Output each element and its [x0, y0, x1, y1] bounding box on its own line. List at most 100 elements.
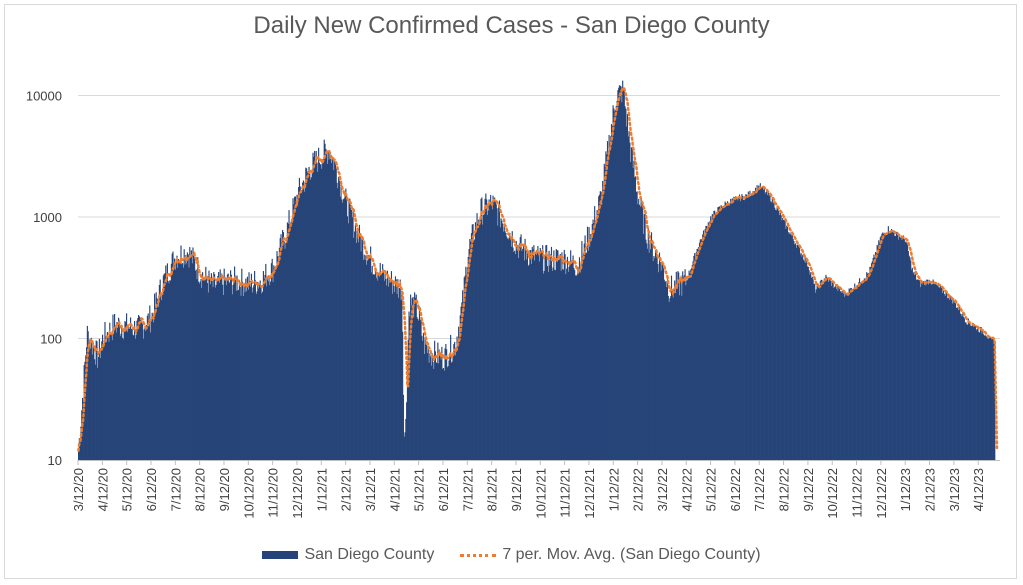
bar [355, 242, 357, 460]
bar [430, 356, 432, 460]
bar [108, 341, 110, 460]
bar [140, 320, 142, 460]
bar [890, 228, 893, 460]
bar [666, 279, 669, 460]
bar [973, 324, 975, 460]
bar [465, 266, 467, 460]
bar [389, 282, 391, 460]
bar [203, 280, 205, 460]
bar [109, 322, 111, 460]
bar [704, 229, 706, 460]
bar [905, 241, 907, 460]
bar [282, 230, 284, 460]
bar [754, 187, 757, 460]
bar [372, 274, 374, 460]
bar [766, 190, 768, 460]
bar [675, 271, 677, 460]
bar [759, 183, 761, 460]
bar [146, 325, 148, 460]
bar [190, 250, 192, 460]
bar [987, 338, 989, 460]
bar [550, 254, 552, 460]
bar [138, 316, 140, 460]
legend-item-bars[interactable]: San Diego County [262, 546, 434, 564]
bar [590, 233, 592, 460]
bar [428, 362, 430, 460]
bar [506, 236, 508, 460]
bar [846, 295, 849, 460]
legend-item-moving-average[interactable]: 7 per. Mov. Avg. (San Diego County) [460, 546, 761, 564]
bar [888, 231, 890, 460]
bar [688, 270, 690, 460]
bar [302, 182, 304, 461]
bar [942, 293, 944, 460]
bar [448, 360, 450, 460]
bar [307, 171, 309, 461]
bar [930, 284, 933, 460]
bar [930, 283, 932, 460]
bar [169, 280, 171, 460]
bar [542, 273, 545, 460]
bar [674, 280, 676, 460]
bar [579, 272, 581, 460]
bar [453, 344, 455, 460]
x-tick-label: 7/12/22 [752, 468, 767, 511]
bar [518, 258, 520, 460]
bar [547, 272, 549, 460]
bar [334, 161, 337, 460]
bar [951, 303, 953, 460]
bar [751, 194, 753, 460]
bar [546, 266, 549, 460]
bar [422, 340, 424, 460]
bar [833, 287, 835, 460]
bar [713, 210, 715, 460]
bar [158, 306, 160, 460]
bar [564, 254, 566, 460]
bar [89, 339, 91, 460]
bar [477, 223, 479, 460]
bar [574, 270, 576, 460]
bar [170, 280, 172, 460]
bar [709, 221, 711, 460]
bar [717, 207, 719, 460]
bar [240, 295, 242, 460]
bar [915, 279, 917, 460]
bar [493, 198, 495, 461]
bar [914, 275, 916, 460]
bar [335, 168, 337, 460]
bar [242, 281, 244, 460]
bar [490, 201, 493, 460]
bar [464, 275, 466, 460]
bar [194, 258, 196, 460]
bar [753, 194, 755, 460]
bar [972, 326, 974, 460]
bar [705, 225, 707, 460]
bar [460, 306, 462, 460]
bar [387, 286, 389, 460]
bar [392, 283, 394, 460]
bar [646, 243, 648, 460]
bar [394, 276, 397, 460]
bar [918, 280, 921, 460]
bar [906, 242, 908, 460]
bar [802, 259, 805, 460]
bar [938, 287, 940, 460]
bar [768, 195, 770, 460]
bar [858, 278, 861, 460]
bar [899, 237, 901, 460]
bar [337, 188, 339, 460]
bar [710, 216, 712, 460]
bar [650, 232, 653, 460]
bar [570, 250, 572, 460]
bar [901, 240, 903, 460]
bar [515, 241, 517, 460]
bar [395, 279, 397, 460]
bar [665, 281, 667, 460]
bar [247, 289, 249, 460]
bar [620, 86, 622, 461]
bar [886, 233, 889, 460]
bar [221, 273, 223, 460]
bar [411, 298, 413, 460]
bar [799, 254, 801, 460]
bar [331, 156, 333, 460]
